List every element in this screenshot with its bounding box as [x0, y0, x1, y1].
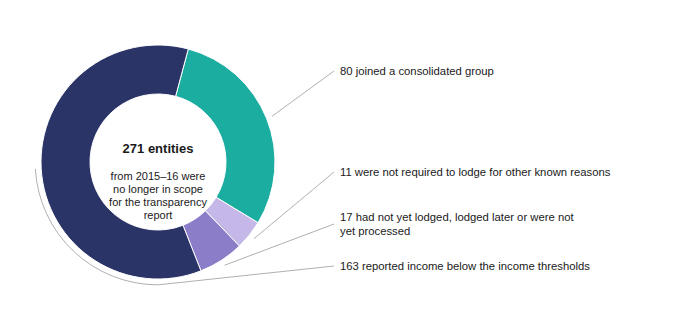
svg-text:17 had not yet lodged, lodged: 17 had not yet lodged, lodged later or w…	[340, 211, 574, 237]
svg-text:80 joined a consolidated group: 80 joined a consolidated group	[340, 65, 494, 77]
svg-text:271 entities: 271 entities	[123, 140, 194, 155]
svg-text:11 were not required to lodge: 11 were not required to lodge for other …	[340, 166, 611, 178]
svg-text:163 reported income below the: 163 reported income below the income thr…	[340, 260, 590, 272]
svg-text:from 2015–16 wereno longer in: from 2015–16 wereno longer in scopefor t…	[109, 170, 207, 221]
